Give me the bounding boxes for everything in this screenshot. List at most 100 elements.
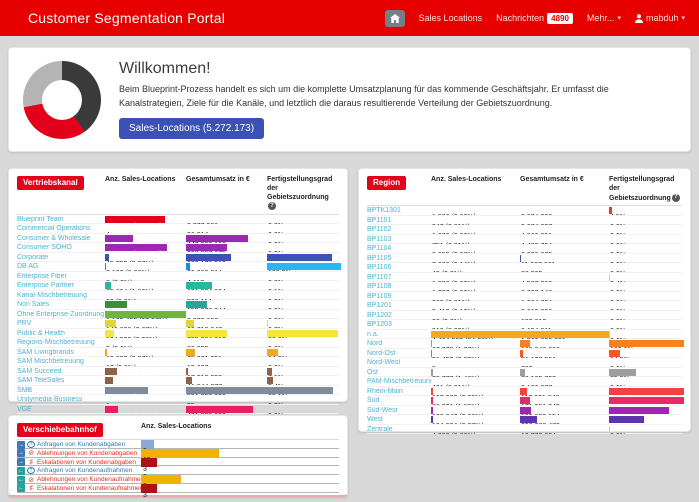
- table-row: SAM TeleSales 107.347 (2.04%)41.844.0778,…: [17, 376, 339, 386]
- row-link[interactable]: Regions-Mischbetreuung: [17, 339, 95, 347]
- row-label: Ablehnungen von Kundenaufnahmen: [37, 476, 141, 484]
- row-link[interactable]: Commercial Operations: [17, 225, 91, 233]
- row-link[interactable]: Unitymedia Business: [17, 396, 83, 404]
- gesamtumsatz-cell: 11.907.961: [520, 254, 609, 263]
- table-row: Nord-West 57630,0%: [367, 358, 682, 368]
- fertigstellungsgrad-cell: 0,1%: [267, 281, 341, 290]
- row-link[interactable]: Corporate: [17, 253, 49, 261]
- fertigstellungsgrad-cell: 0,0%: [609, 311, 684, 320]
- table-row: Süd 89.221 (1.69%)171.991.943100,0%: [367, 396, 684, 406]
- row-link[interactable]: Nord: [367, 340, 383, 348]
- row-link[interactable]: BP1107: [367, 273, 392, 281]
- row-link[interactable]: Ost: [367, 368, 378, 376]
- row-link[interactable]: Rhein-Main: [367, 387, 403, 395]
- row-link[interactable]: →? Anfragen von Kundenabgaben: [17, 440, 141, 449]
- row-link[interactable]: PAM-Mischbetreuung: [367, 378, 431, 386]
- verschiebebahnhof-badge: Verschiebebahnhof: [17, 423, 103, 437]
- row-link[interactable]: Kanal-Mischbetreuung: [17, 291, 88, 299]
- fertigstellungsgrad-cell: 14,9%: [267, 348, 341, 357]
- row-link[interactable]: BP1201: [367, 302, 392, 310]
- table-row: BPTK1301 1.590 (0.03%)2.874.3284,5%: [367, 206, 682, 216]
- row-link[interactable]: Nord-Ost: [367, 349, 396, 357]
- row-link[interactable]: Enterprise Partner: [17, 282, 74, 290]
- gesamtumsatz-cell: 296.383.470: [520, 415, 609, 424]
- table-row: BP1202 90 (0.0%)190.8120,0%: [367, 311, 682, 321]
- fertigstellungsgrad-cell: 100,0%: [609, 339, 684, 348]
- row-link[interactable]: BP1106: [367, 264, 392, 272]
- help-icon[interactable]: ?: [268, 202, 276, 211]
- sales-locations-button[interactable]: Sales-Locations (5.272.173): [119, 118, 265, 140]
- gesamtumsatz-cell: 3.277.961: [186, 215, 267, 224]
- gesamtumsatz-cell: 323.178.512: [186, 253, 267, 262]
- table-row: BP1104 3.655 (0.07%)6.298.6790,0%: [367, 244, 682, 254]
- row-link[interactable]: ← ⊘ Ablehnungen von Kundenaufnahmen: [17, 475, 141, 484]
- row-link[interactable]: Süd: [367, 397, 380, 405]
- column-header-gesamtumsatz: Gesamtumsatz in €: [520, 176, 584, 183]
- table-row: → ♯ Eskalationen von Kundenabgaben 3: [17, 457, 339, 473]
- row-link[interactable]: Consumer & Wholesale: [17, 234, 91, 242]
- row-link[interactable]: BP1104: [367, 245, 392, 253]
- row-link[interactable]: BP1102: [367, 226, 392, 234]
- home-button[interactable]: [384, 9, 405, 27]
- row-link[interactable]: SAM TeleSales: [17, 377, 65, 385]
- row-link[interactable]: → ♯ Eskalationen von Kundenabgaben: [17, 458, 141, 467]
- row-link[interactable]: BP1101: [367, 216, 392, 224]
- row-link[interactable]: West: [367, 416, 383, 424]
- row-link[interactable]: BP1203: [367, 321, 392, 329]
- help-icon[interactable]: ?: [671, 193, 680, 202]
- gesamtumsatz-cell: 30.363.814: [186, 262, 267, 271]
- donut-chart: [23, 60, 101, 139]
- anz-cell: 85.694 (1.63%): [105, 281, 186, 290]
- row-link[interactable]: BP1103: [367, 235, 392, 243]
- row-link[interactable]: BPTK1301: [367, 207, 401, 215]
- row-link[interactable]: SAM Livingbrands: [17, 348, 74, 356]
- row-link[interactable]: Zentrale: [367, 425, 393, 433]
- vertriebskanal-card: Vertriebskanal Anz. Sales-Locations Gesa…: [8, 168, 348, 415]
- row-link[interactable]: n.a.: [367, 330, 379, 338]
- nav-sales-locations[interactable]: Sales Locations: [418, 13, 483, 23]
- column-header-anz: Anz. Sales-Locations: [105, 176, 176, 183]
- row-link[interactable]: Süd-West: [367, 406, 398, 414]
- row-link[interactable]: Nord-West: [367, 359, 401, 367]
- chevron-down-icon: ▾: [681, 15, 685, 22]
- row-link[interactable]: BP1108: [367, 283, 392, 291]
- row-link[interactable]: SMB: [17, 386, 33, 394]
- anz-cell: 461 (0.01%): [431, 377, 520, 386]
- row-link[interactable]: SAM Succeed: [17, 367, 62, 375]
- welcome-paragraph: Beim Blueprint-Prozess handelt es sich u…: [119, 83, 609, 108]
- table-row: BP1109 362 (0.01%)1.604.7040,0%: [367, 292, 682, 302]
- row-link[interactable]: Non Sales: [17, 301, 50, 309]
- gesamtumsatz-cell: 171.991.943: [520, 396, 609, 405]
- fertigstellungsgrad-cell: 0,0%: [609, 244, 684, 253]
- row-link[interactable]: SAM Mischbetreuung: [17, 358, 84, 366]
- row-link[interactable]: VGE: [17, 405, 32, 413]
- anz-cell: 63 (0.0%): [105, 291, 186, 300]
- gesamtumsatz-cell: 2.874.328: [520, 206, 609, 215]
- gesamtumsatz-cell: 17.310.093: [186, 367, 267, 376]
- row-link[interactable]: Consumer SOHO: [17, 244, 72, 252]
- anz-cell: 140.626 (2.67%): [105, 319, 186, 328]
- gesamtumsatz-cell: 86.905: [520, 263, 609, 272]
- anz-cell: 1.373 (0.03%): [431, 225, 520, 234]
- table-row: Nord 67.075 (1.27%)169.940.208100,0%: [367, 339, 684, 349]
- row-link[interactable]: ←? Anfragen von Kundenaufnahmen: [17, 466, 141, 475]
- row-link[interactable]: Public & Health: [17, 329, 65, 337]
- row-link[interactable]: Enterprise Fiber: [17, 272, 67, 280]
- nav-mehr-dropdown[interactable]: Mehr... ▾: [586, 13, 621, 23]
- row-link[interactable]: Ohne Enterprise-Zuordnung: [17, 310, 105, 318]
- fertigstellungsgrad-cell: 0,7%: [267, 319, 341, 328]
- row-link[interactable]: → ⊘ Ablehnungen von Kundenabgaben: [17, 449, 141, 458]
- row-link[interactable]: PRV: [17, 320, 32, 328]
- nav-nachrichten[interactable]: Nachrichten 4890: [496, 12, 573, 24]
- gesamtumsatz-cell: 65.971.251: [186, 348, 267, 357]
- gesamtumsatz-cell: 4.117: [186, 272, 267, 281]
- fertigstellungsgrad-cell: 0,6%: [609, 330, 684, 339]
- row-link[interactable]: DB AG: [17, 263, 39, 271]
- row-link[interactable]: Blueprint Team: [17, 215, 64, 223]
- fertigstellungsgrad-cell: 0,0%: [609, 216, 684, 225]
- row-link[interactable]: BP1105: [367, 254, 392, 262]
- row-link[interactable]: ← ♯ Eskalationen von Kundenaufnahmen: [17, 484, 141, 493]
- row-link[interactable]: BP1202: [367, 311, 392, 319]
- user-menu[interactable]: mabduh ▾: [634, 13, 685, 23]
- row-link[interactable]: BP1109: [367, 292, 392, 300]
